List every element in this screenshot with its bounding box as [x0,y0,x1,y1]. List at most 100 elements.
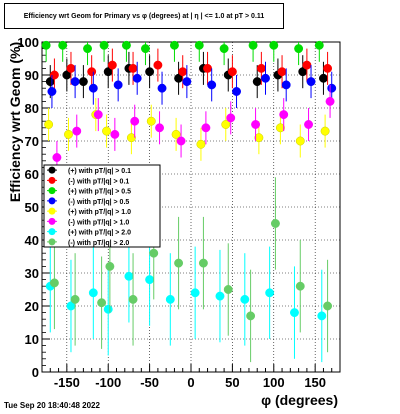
data-point [107,60,117,70]
data-point [126,133,136,143]
y-tick-label: 90 [25,68,39,83]
chart-title-box: Efficiency wrt Geom for Primary vs φ (de… [4,3,284,29]
data-point [171,129,181,139]
legend-marker [48,238,56,246]
legend-label: (+) with pT/|q| > 1.0 [68,209,131,216]
data-point [113,80,123,90]
y-tick-label: 0 [32,365,39,380]
y-tick-label: 20 [25,299,39,314]
y-tick-label: 10 [25,332,39,347]
data-point [207,80,217,90]
data-point [165,294,175,304]
data-point [182,77,192,87]
x-tick-label: -50 [140,375,159,390]
legend-marker [48,217,56,225]
legend-marker [48,166,56,174]
legend-marker [48,187,56,195]
data-point [64,129,73,139]
legend-label: (-) with pT/|q| > 1.0 [68,219,129,226]
data-point [178,67,188,77]
data-point [290,308,299,318]
data-point [295,281,305,291]
data-point [219,44,229,54]
y-tick-label: 80 [25,101,39,116]
data-point [169,40,179,50]
data-points [41,40,337,363]
data-point [41,40,51,50]
data-point [174,258,184,268]
legend-marker [48,176,56,184]
timestamp-footer: Tue Sep 20 18:40:48 2022 [4,401,100,410]
legend-marker [48,207,56,215]
data-point [70,294,80,304]
data-point [194,40,204,50]
series-3 [47,61,337,108]
legend: (+) with pT/|q| > 0.1 (-) with pT/|q| > 0… [43,164,161,248]
data-point [221,120,231,129]
data-point [223,285,233,294]
data-point [306,77,316,87]
data-point [66,63,76,73]
data-point [323,301,333,311]
x-tick-label: 50 [225,375,239,390]
data-point [320,126,330,136]
data-point [47,87,57,96]
data-point [265,288,275,298]
legend-marker [48,197,56,205]
data-point [196,139,206,149]
data-point [99,40,109,50]
data-point [215,291,225,301]
legend-marker [48,228,56,236]
x-tick-label: 0 [187,375,194,390]
data-point [58,40,68,50]
data-point [128,294,138,304]
data-point [121,40,131,50]
data-point [304,120,313,129]
data-point [155,123,164,133]
y-tick-label: 40 [25,233,39,248]
legend-label: (+) with pT/|q| > 2.0 [68,230,131,237]
data-point [78,77,88,87]
data-point [72,126,82,136]
data-point [49,278,59,288]
legend-label: (+) with pT/|q| > 0.1 [68,168,131,175]
data-point [294,44,304,54]
data-point [270,219,280,228]
y-tick-label: 70 [25,134,39,149]
data-point [226,113,236,123]
x-tick-label: -150 [54,375,80,390]
data-point [153,60,163,70]
x-tick-label: -100 [95,375,121,390]
x-tick-label: 150 [304,375,326,390]
data-point [88,83,98,93]
data-point [132,73,142,83]
data-point [124,271,134,281]
data-point [203,63,213,73]
data-point [323,63,333,73]
data-point [281,80,291,90]
chart-title: Efficiency wrt Geom for Primary vs φ (de… [23,12,265,20]
data-point [146,116,156,126]
legend-label: (-) with pT/|q| > 2.0 [68,240,129,247]
data-point [227,67,237,77]
series-2 [41,40,324,66]
data-point [317,311,327,321]
data-point [279,110,289,120]
data-point [327,83,337,93]
data-point [87,67,97,77]
data-point [145,67,155,77]
legend-label: (+) with pT/|q| > 0.5 [68,189,131,196]
axes: -150 -100 -50 0 50 100 150 0 10 20 30 40 50 60 70 80 90 1… [17,35,341,390]
data-point [246,311,256,321]
data-point [314,40,324,50]
series-5 [52,84,335,174]
data-point [251,120,261,129]
data-point [248,40,258,50]
data-point [110,129,120,139]
data-point [105,261,115,271]
data-point [254,133,264,143]
data-point [198,258,208,268]
data-point [141,44,150,54]
data-point [252,77,262,87]
